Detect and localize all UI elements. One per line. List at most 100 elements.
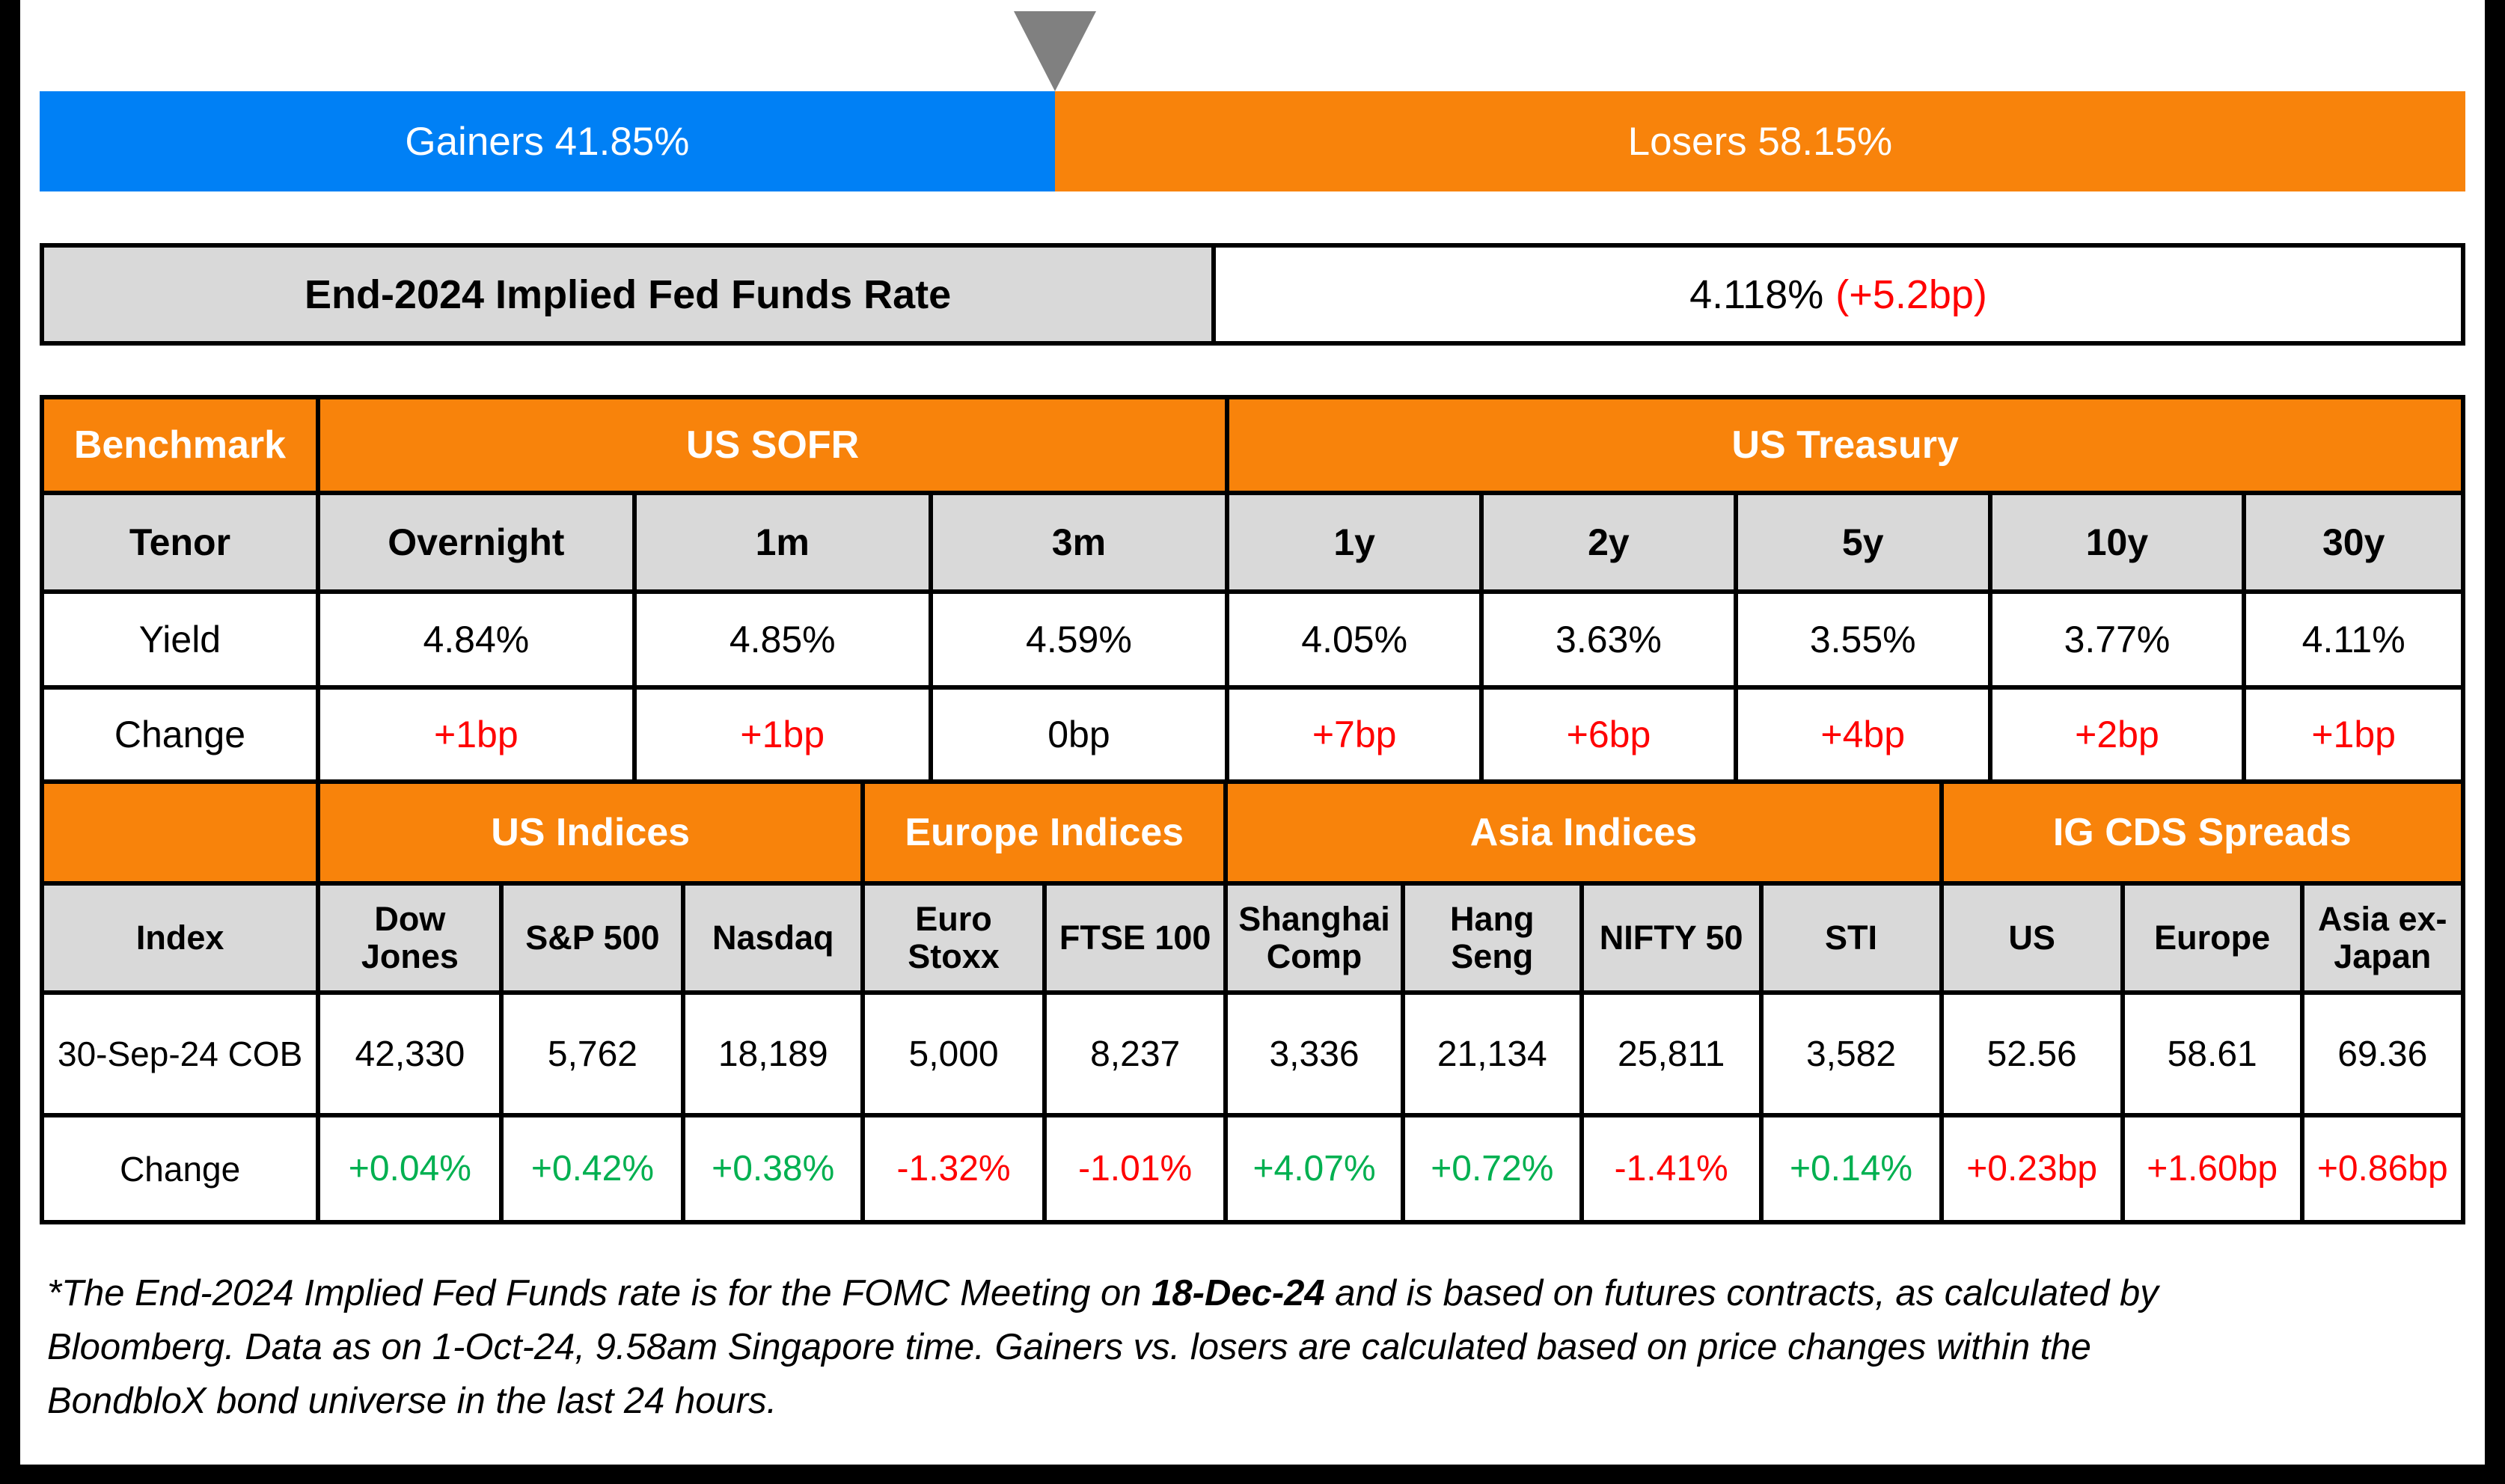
yield-cell: 3.77% — [1987, 589, 2247, 690]
index-value-cell: 25,811 — [1579, 990, 1764, 1117]
tenor-row-label: Tenor — [40, 491, 320, 594]
index-name-cell: Hang Seng — [1400, 881, 1584, 995]
benchmark-header-row: Benchmark US SOFR US Treasury — [40, 395, 2465, 495]
fed-funds-value-cell: 4.118% (+5.2bp) — [1216, 248, 2461, 341]
index-value-cell: 3,336 — [1223, 990, 1405, 1117]
change-cell: +0.23bp — [1939, 1113, 2125, 1224]
footnote-line-1: *The End-2024 Implied Fed Funds rate is … — [47, 1266, 2465, 1320]
us-sofr-group-header: US SOFR — [315, 395, 1230, 495]
tenor-row: Tenor Overnight 1m 3m 1y 2y 5y 10y 30y — [40, 491, 2465, 594]
indices-header-row: US Indices Europe Indices Asia Indices I… — [39, 779, 2466, 886]
index-value-cell: 5,000 — [860, 990, 1047, 1117]
index-name-cell: Dow Jones — [316, 881, 504, 995]
fed-funds-label: End-2024 Implied Fed Funds Rate — [44, 248, 1217, 341]
index-value-cell: 52.56 — [1939, 990, 2125, 1117]
ig-cds-spreads-group-header: IG CDS Spreads — [1939, 779, 2466, 886]
change-cell: +7bp — [1225, 685, 1484, 784]
asia-indices-group-header: Asia Indices — [1223, 779, 1944, 886]
tenor-cell: Overnight — [315, 491, 637, 594]
footnote-fomc-date: 18-Dec-24 — [1151, 1273, 1325, 1313]
spacer — [40, 346, 2465, 395]
tenor-cell: 1m — [631, 491, 933, 594]
fed-funds-rate: 4.118% — [1689, 272, 1824, 317]
index-value-cell: 3,582 — [1758, 990, 1944, 1117]
change-cell: +1bp — [2242, 685, 2465, 784]
page-frame-bottom — [0, 1465, 2505, 1484]
cob-values-row: 30-Sep-24 COB 42,330 5,762 18,189 5,000 … — [39, 990, 2465, 1117]
change-cell: +2bp — [1987, 685, 2247, 784]
change-cell: 0bp — [928, 685, 1230, 784]
yield-row: Yield 4.84% 4.85% 4.59% 4.05% 3.63% 3.55… — [40, 589, 2465, 690]
split-marker-row — [40, 0, 2465, 91]
change-cell: +4bp — [1733, 685, 1992, 784]
losers-label: Losers 58.15% — [1627, 119, 1893, 164]
tenor-cell: 1y — [1225, 491, 1484, 594]
yield-row-label: Yield — [40, 589, 320, 690]
footnote-line-2: Bloomberg. Data as on 1-Oct-24, 9.58am S… — [47, 1327, 2091, 1367]
index-value-cell: 58.61 — [2120, 990, 2304, 1117]
index-row-label: Index — [39, 881, 321, 995]
benchmark-corner-header: Benchmark — [40, 395, 320, 495]
indices-corner-header — [39, 779, 321, 886]
index-value-cell: 18,189 — [681, 990, 866, 1117]
change-row-label: Change — [39, 1113, 321, 1224]
index-name-cell: Shanghai Comp — [1223, 881, 1405, 995]
index-value-cell: 69.36 — [2299, 990, 2465, 1117]
footnote-text: and is based on futures contracts, as ca… — [1324, 1273, 2159, 1313]
index-name-cell: US — [1939, 881, 2125, 995]
index-name-cell: Europe — [2120, 881, 2304, 995]
change-cell: +0.42% — [499, 1113, 686, 1224]
fed-funds-row: End-2024 Implied Fed Funds Rate 4.118% (… — [40, 243, 2465, 346]
us-treasury-group-header: US Treasury — [1225, 395, 2465, 495]
index-name-row: Index Dow Jones S&P 500 Nasdaq Euro Stox… — [39, 881, 2465, 995]
yield-cell: 3.63% — [1479, 589, 1738, 690]
index-name-cell: STI — [1758, 881, 1944, 995]
footnote-line-3: BondbloX bond universe in the last 24 ho… — [47, 1381, 777, 1421]
benchmark-table: Benchmark US SOFR US Treasury Tenor Over… — [40, 395, 2465, 784]
index-value-cell: 8,237 — [1042, 990, 1229, 1117]
change-cell: +0.04% — [316, 1113, 504, 1224]
yield-cell: 3.55% — [1733, 589, 1992, 690]
change-cell: +0.14% — [1758, 1113, 1944, 1224]
change-cell: -1.01% — [1042, 1113, 1229, 1224]
gainers-losers-split-marker-icon — [1013, 11, 1096, 91]
market-summary-card: Gainers 41.85% Losers 58.15% End-2024 Im… — [39, 0, 2466, 1428]
yield-cell: 4.05% — [1225, 589, 1484, 690]
change-cell: +1bp — [315, 685, 637, 784]
footnote-text: *The End-2024 Implied Fed Funds rate is … — [47, 1273, 1152, 1313]
change-cell: -1.32% — [860, 1113, 1047, 1224]
change-cell: +6bp — [1479, 685, 1738, 784]
page-frame-left — [0, 0, 20, 1484]
change-row-label: Change — [40, 685, 320, 784]
indices-change-row: Change +0.04% +0.42% +0.38% -1.32% -1.01… — [39, 1113, 2465, 1224]
gainers-label: Gainers 41.85% — [405, 119, 690, 164]
tenor-cell: 5y — [1733, 491, 1992, 594]
europe-indices-group-header: Europe Indices — [860, 779, 1229, 886]
gainers-segment: Gainers 41.85% — [40, 91, 1055, 191]
page-frame-right — [2485, 0, 2505, 1484]
benchmark-change-row: Change +1bp +1bp 0bp +7bp +6bp +4bp +2bp… — [40, 685, 2465, 784]
footnote: *The End-2024 Implied Fed Funds rate is … — [40, 1266, 2465, 1428]
us-indices-group-header: US Indices — [316, 779, 866, 886]
tenor-cell: 2y — [1479, 491, 1738, 594]
index-value-cell: 21,134 — [1400, 990, 1584, 1117]
yield-cell: 4.84% — [315, 589, 637, 690]
index-name-cell: S&P 500 — [499, 881, 686, 995]
change-cell: +1.60bp — [2120, 1113, 2304, 1224]
fed-funds-change: (+5.2bp) — [1835, 272, 1987, 317]
tenor-cell: 30y — [2242, 491, 2465, 594]
losers-segment: Losers 58.15% — [1054, 91, 2465, 191]
yield-cell: 4.85% — [631, 589, 933, 690]
change-cell: +0.86bp — [2299, 1113, 2465, 1224]
index-value-cell: 5,762 — [499, 990, 686, 1117]
change-cell: +0.38% — [681, 1113, 866, 1224]
index-name-cell: FTSE 100 — [1042, 881, 1229, 995]
change-cell: +1bp — [631, 685, 933, 784]
gainers-losers-bar: Gainers 41.85% Losers 58.15% — [40, 91, 2465, 191]
index-name-cell: Asia ex-Japan — [2299, 881, 2465, 995]
cob-row-label: 30-Sep-24 COB — [39, 990, 321, 1117]
index-name-cell: Nasdaq — [681, 881, 866, 995]
index-name-cell: NIFTY 50 — [1579, 881, 1764, 995]
indices-table: US Indices Europe Indices Asia Indices I… — [39, 779, 2466, 1224]
yield-cell: 4.11% — [2242, 589, 2465, 690]
